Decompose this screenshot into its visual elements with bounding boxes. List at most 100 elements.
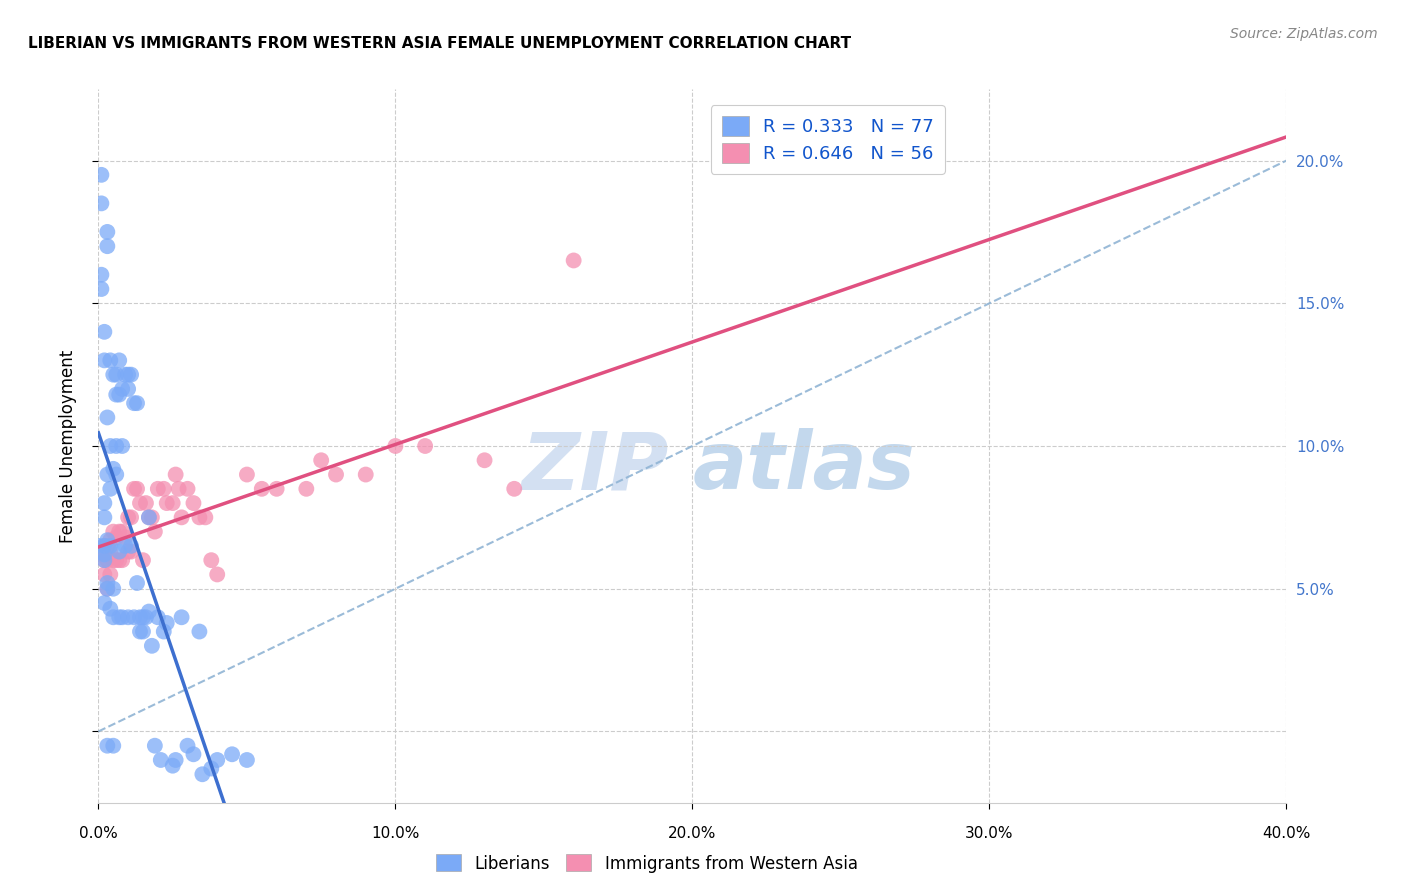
Point xyxy=(236,753,259,767)
Point xyxy=(176,482,198,496)
Point xyxy=(108,544,131,558)
Text: ZIP: ZIP xyxy=(522,428,669,507)
Point xyxy=(108,524,131,539)
Point xyxy=(138,605,160,619)
Point xyxy=(117,610,139,624)
Point xyxy=(325,467,347,482)
Point xyxy=(105,368,128,382)
Point xyxy=(129,624,152,639)
Point xyxy=(93,353,115,368)
Point xyxy=(108,353,131,368)
Point xyxy=(120,544,142,558)
Point xyxy=(103,462,125,476)
Point xyxy=(96,225,118,239)
Point xyxy=(146,610,169,624)
Point xyxy=(207,753,229,767)
Point xyxy=(93,596,115,610)
Point xyxy=(93,553,115,567)
Point xyxy=(98,482,121,496)
Point xyxy=(200,553,222,567)
Point xyxy=(170,510,193,524)
Point xyxy=(141,510,163,524)
Y-axis label: Female Unemployment: Female Unemployment xyxy=(59,350,77,542)
Point xyxy=(170,610,193,624)
Point xyxy=(503,482,526,496)
Point xyxy=(93,567,115,582)
Point xyxy=(111,439,134,453)
Point xyxy=(87,539,110,553)
Point xyxy=(143,739,166,753)
Point xyxy=(309,453,332,467)
Point xyxy=(93,539,115,553)
Point xyxy=(108,610,131,624)
Point xyxy=(98,533,121,548)
Point xyxy=(132,553,155,567)
Point xyxy=(96,533,118,548)
Legend: Liberians, Immigrants from Western Asia: Liberians, Immigrants from Western Asia xyxy=(429,847,865,880)
Point xyxy=(117,510,139,524)
Point xyxy=(96,410,118,425)
Point xyxy=(129,610,152,624)
Point xyxy=(105,439,128,453)
Point xyxy=(120,368,142,382)
Point xyxy=(474,453,496,467)
Point xyxy=(165,467,187,482)
Point xyxy=(117,544,139,558)
Point xyxy=(90,268,112,282)
Point xyxy=(93,539,115,553)
Point xyxy=(207,567,229,582)
Point xyxy=(96,239,118,253)
Point xyxy=(562,253,585,268)
Point xyxy=(98,544,121,558)
Point xyxy=(176,739,198,753)
Point xyxy=(90,168,112,182)
Point xyxy=(114,530,136,544)
Point xyxy=(114,368,136,382)
Point xyxy=(120,510,142,524)
Point xyxy=(93,510,115,524)
Point xyxy=(146,482,169,496)
Point xyxy=(135,610,157,624)
Point xyxy=(162,758,184,772)
Point xyxy=(120,539,142,553)
Point xyxy=(103,524,125,539)
Point xyxy=(103,582,125,596)
Point xyxy=(105,530,128,544)
Point xyxy=(103,553,125,567)
Point xyxy=(96,739,118,753)
Point xyxy=(132,610,155,624)
Point xyxy=(413,439,436,453)
Point xyxy=(96,576,118,591)
Point xyxy=(250,482,273,496)
Point xyxy=(236,467,259,482)
Text: atlas: atlas xyxy=(693,428,915,507)
Point xyxy=(105,553,128,567)
Point xyxy=(93,548,115,562)
Text: 0.0%: 0.0% xyxy=(79,826,118,840)
Point xyxy=(96,467,118,482)
Point xyxy=(125,576,148,591)
Point xyxy=(111,524,134,539)
Point xyxy=(384,439,406,453)
Point xyxy=(96,553,118,567)
Point xyxy=(114,539,136,553)
Point xyxy=(122,396,145,410)
Point xyxy=(138,510,160,524)
Point xyxy=(156,496,179,510)
Point xyxy=(156,615,179,630)
Point xyxy=(354,467,377,482)
Text: 20.0%: 20.0% xyxy=(668,826,717,840)
Point xyxy=(125,482,148,496)
Point xyxy=(188,510,211,524)
Text: LIBERIAN VS IMMIGRANTS FROM WESTERN ASIA FEMALE UNEMPLOYMENT CORRELATION CHART: LIBERIAN VS IMMIGRANTS FROM WESTERN ASIA… xyxy=(28,36,851,51)
Point xyxy=(105,467,128,482)
Point xyxy=(183,496,205,510)
Point xyxy=(90,282,112,296)
Point xyxy=(117,368,139,382)
Point xyxy=(135,496,157,510)
Point xyxy=(194,510,217,524)
Point xyxy=(103,610,125,624)
Point xyxy=(108,387,131,401)
Point xyxy=(221,747,243,762)
Point xyxy=(125,396,148,410)
